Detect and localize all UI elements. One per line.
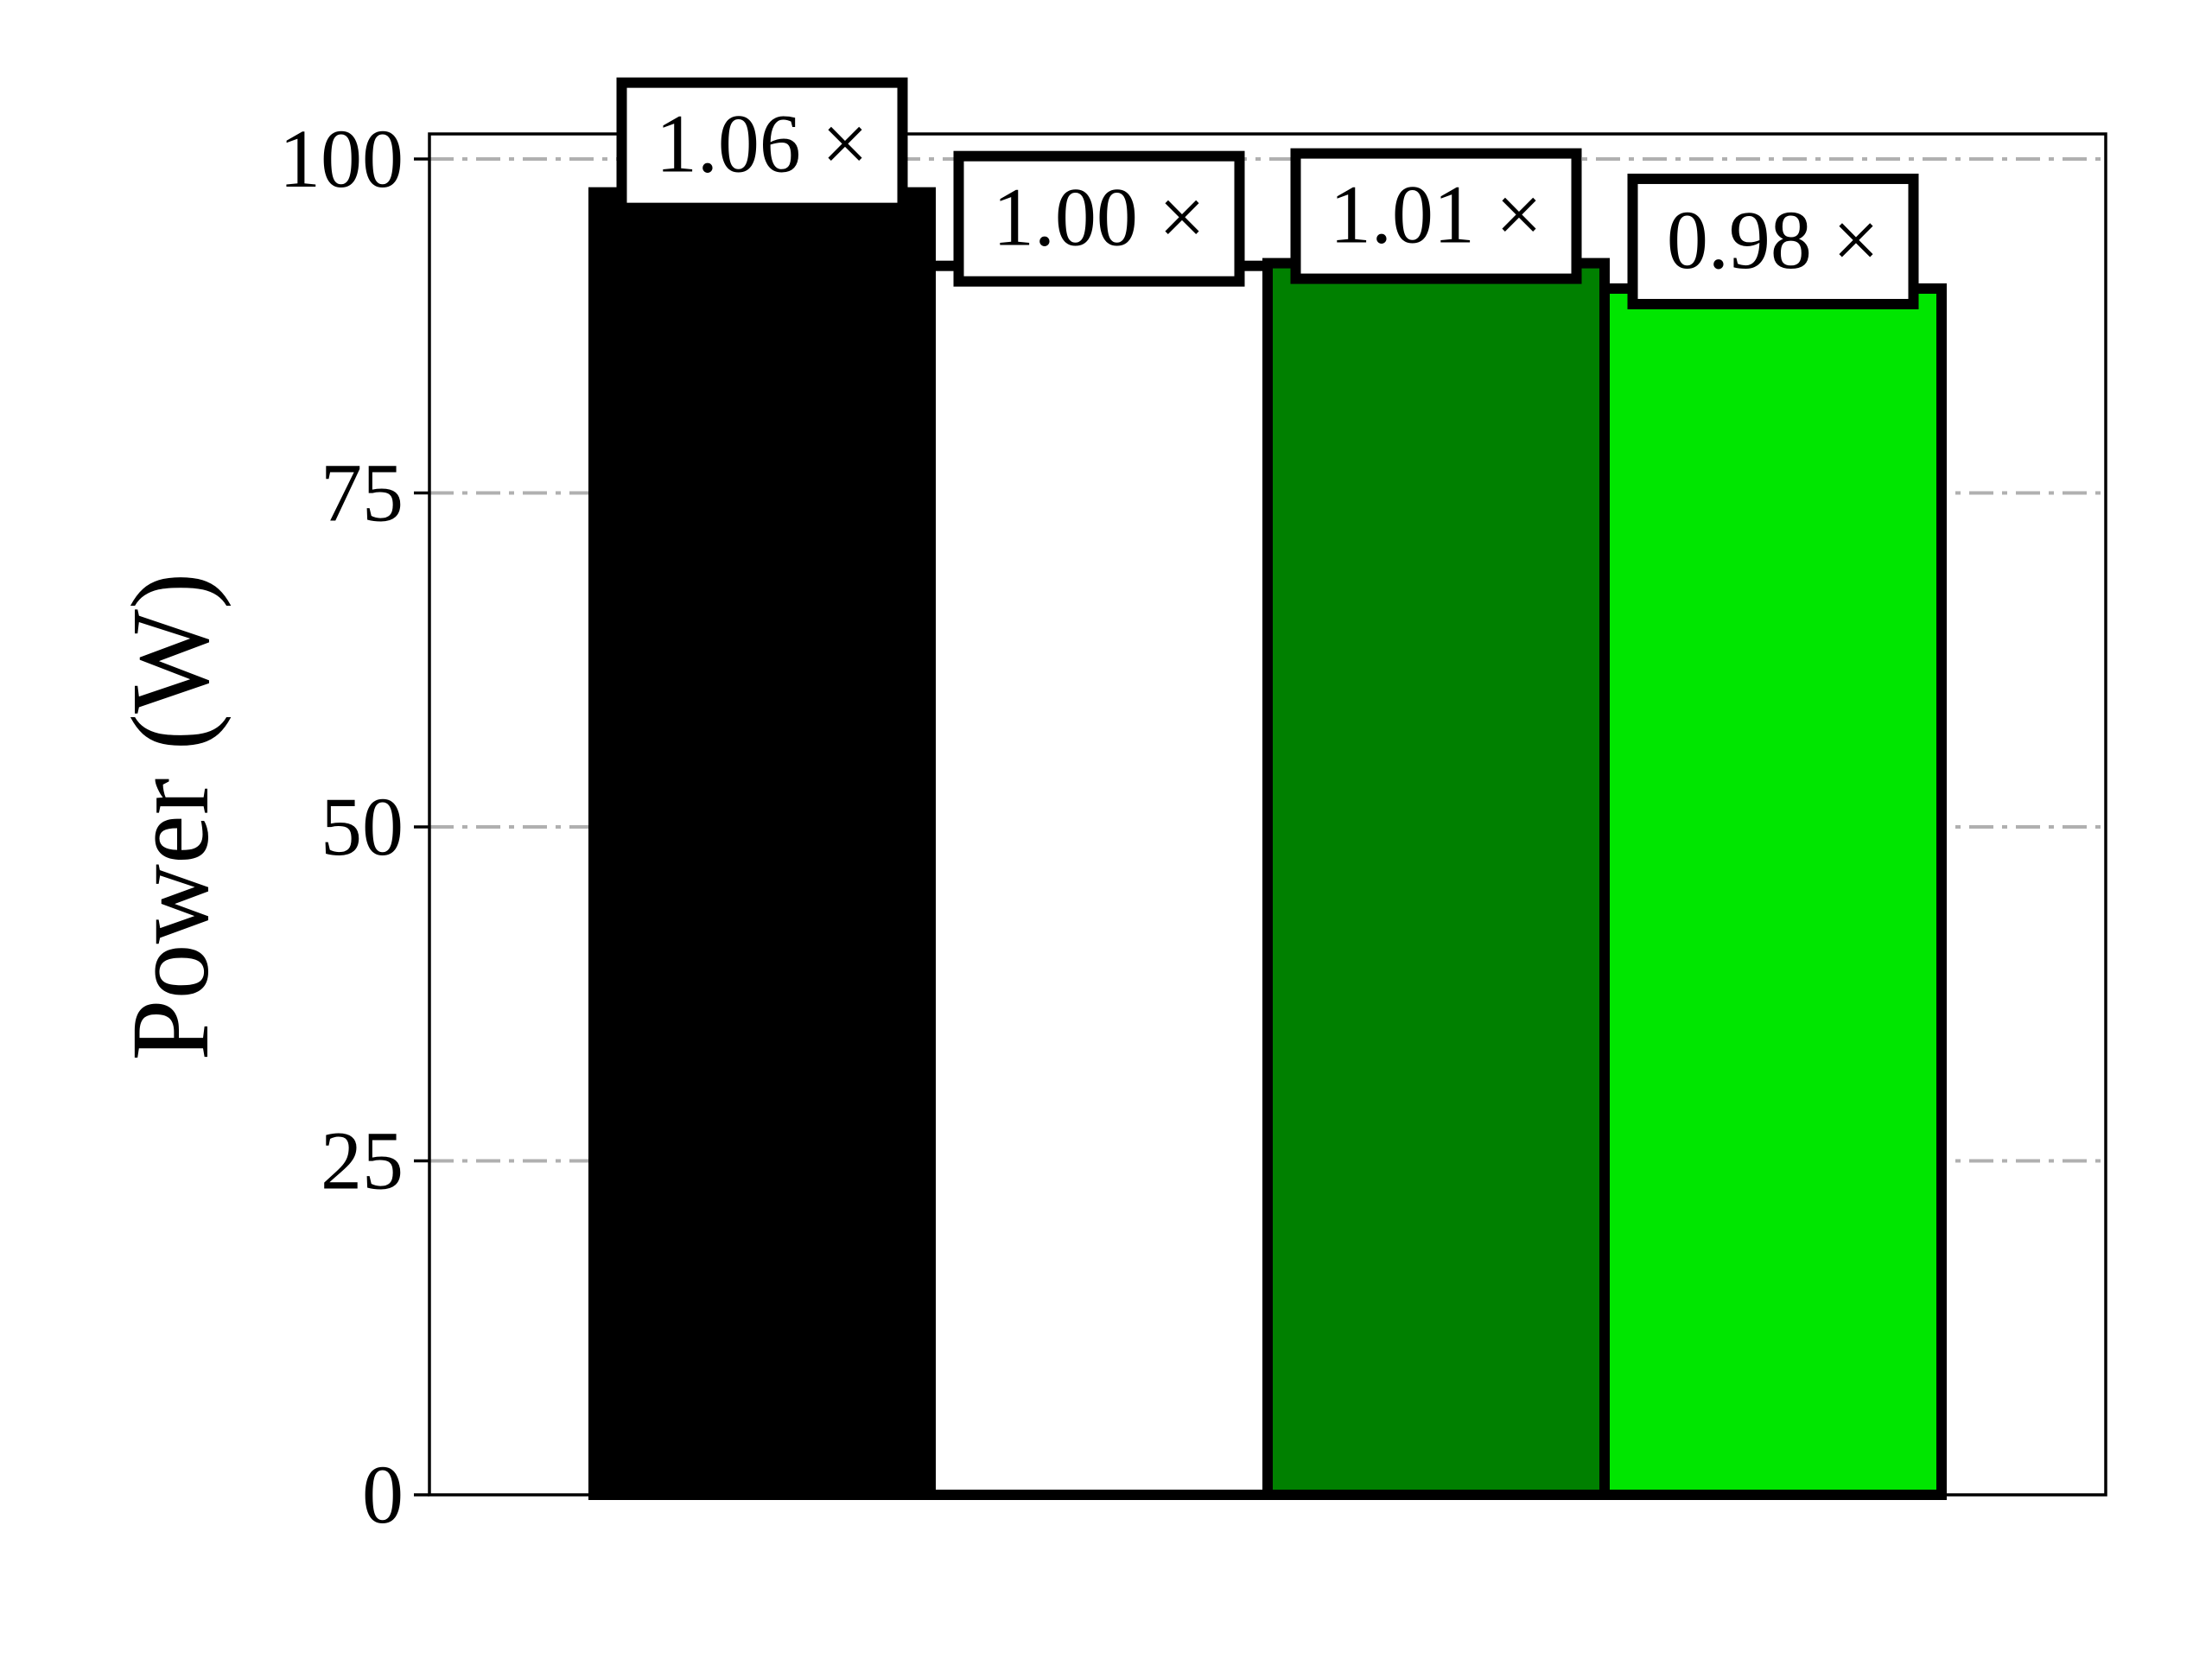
bars	[588, 187, 1947, 1500]
y-tick-label-100: 100	[279, 112, 404, 205]
data-label-box-4	[1627, 173, 1919, 309]
data-label-1: 1.06 ×	[656, 98, 868, 190]
bar-3	[1262, 257, 1610, 1500]
y-axis-ticks: 0 25 50 75 100	[279, 112, 429, 1541]
bar-4	[1599, 283, 1947, 1500]
y-tick-label-0: 0	[362, 1448, 404, 1541]
plot-frame	[428, 132, 2107, 1497]
data-label-box-2	[953, 150, 1245, 287]
data-label-box-1	[616, 77, 908, 213]
data-label-4: 0.98 ×	[1667, 194, 1879, 286]
data-label-2: 1.00 ×	[993, 171, 1205, 264]
data-label-box-3	[1290, 148, 1582, 284]
y-tick-label-75: 75	[321, 447, 404, 539]
y-tick-label-50: 50	[321, 780, 404, 873]
bar-1	[588, 187, 936, 1500]
y-axis-label: Power (W)	[109, 572, 232, 1060]
data-labels: 1.06 × 1.00 × 1.01 × 0.98 ×	[616, 77, 1919, 309]
bar-2	[925, 260, 1273, 1500]
y-tick-label-25: 25	[321, 1115, 404, 1207]
data-label-3: 1.01 ×	[1330, 168, 1542, 261]
